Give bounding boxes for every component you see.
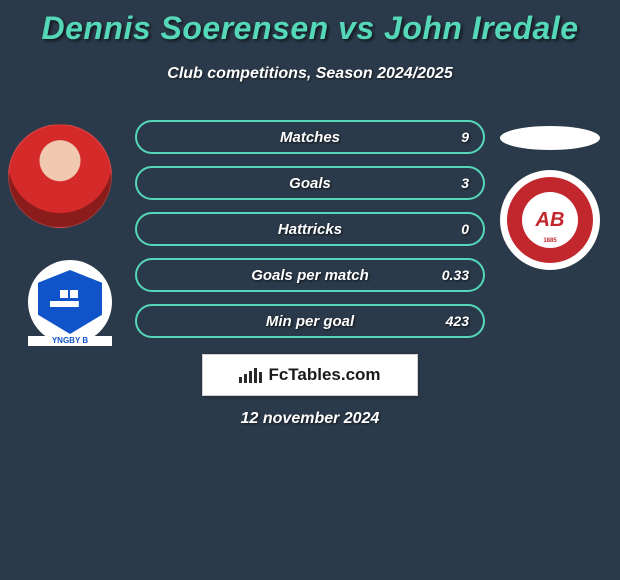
stat-value-right: 423 bbox=[446, 313, 469, 329]
stat-value-right: 9 bbox=[461, 129, 469, 145]
stat-label: Goals per match bbox=[251, 267, 369, 284]
date-label: 12 november 2024 bbox=[0, 410, 620, 428]
branding-text: FcTables.com bbox=[268, 365, 380, 385]
stat-label: Min per goal bbox=[266, 313, 354, 330]
bar-icon-segment bbox=[249, 371, 252, 383]
stat-row: Matches 9 bbox=[135, 120, 485, 154]
stat-row: Hattricks 0 bbox=[135, 212, 485, 246]
stat-label: Goals bbox=[289, 175, 331, 192]
bar-icon-segment bbox=[259, 372, 262, 383]
bar-icon-segment bbox=[254, 368, 257, 383]
subtitle: Club competitions, Season 2024/2025 bbox=[0, 65, 620, 83]
stat-value-right: 0.33 bbox=[442, 267, 469, 283]
stat-row: Goals per match 0.33 bbox=[135, 258, 485, 292]
stat-value-right: 3 bbox=[461, 175, 469, 191]
bar-icon-segment bbox=[239, 377, 242, 383]
bar-chart-icon bbox=[239, 368, 262, 383]
stat-label: Hattricks bbox=[278, 221, 342, 238]
branding-badge: FcTables.com bbox=[202, 354, 418, 396]
stats-container: Matches 9 Goals 3 Hattricks 0 Goals per match 0… bbox=[0, 120, 620, 350]
stat-row: Goals 3 bbox=[135, 166, 485, 200]
page-title: Dennis Soerensen vs John Iredale bbox=[0, 0, 620, 47]
stat-row: Min per goal 423 bbox=[135, 304, 485, 338]
stat-value-right: 0 bbox=[461, 221, 469, 237]
bar-icon-segment bbox=[244, 374, 247, 383]
stat-label: Matches bbox=[280, 129, 340, 146]
